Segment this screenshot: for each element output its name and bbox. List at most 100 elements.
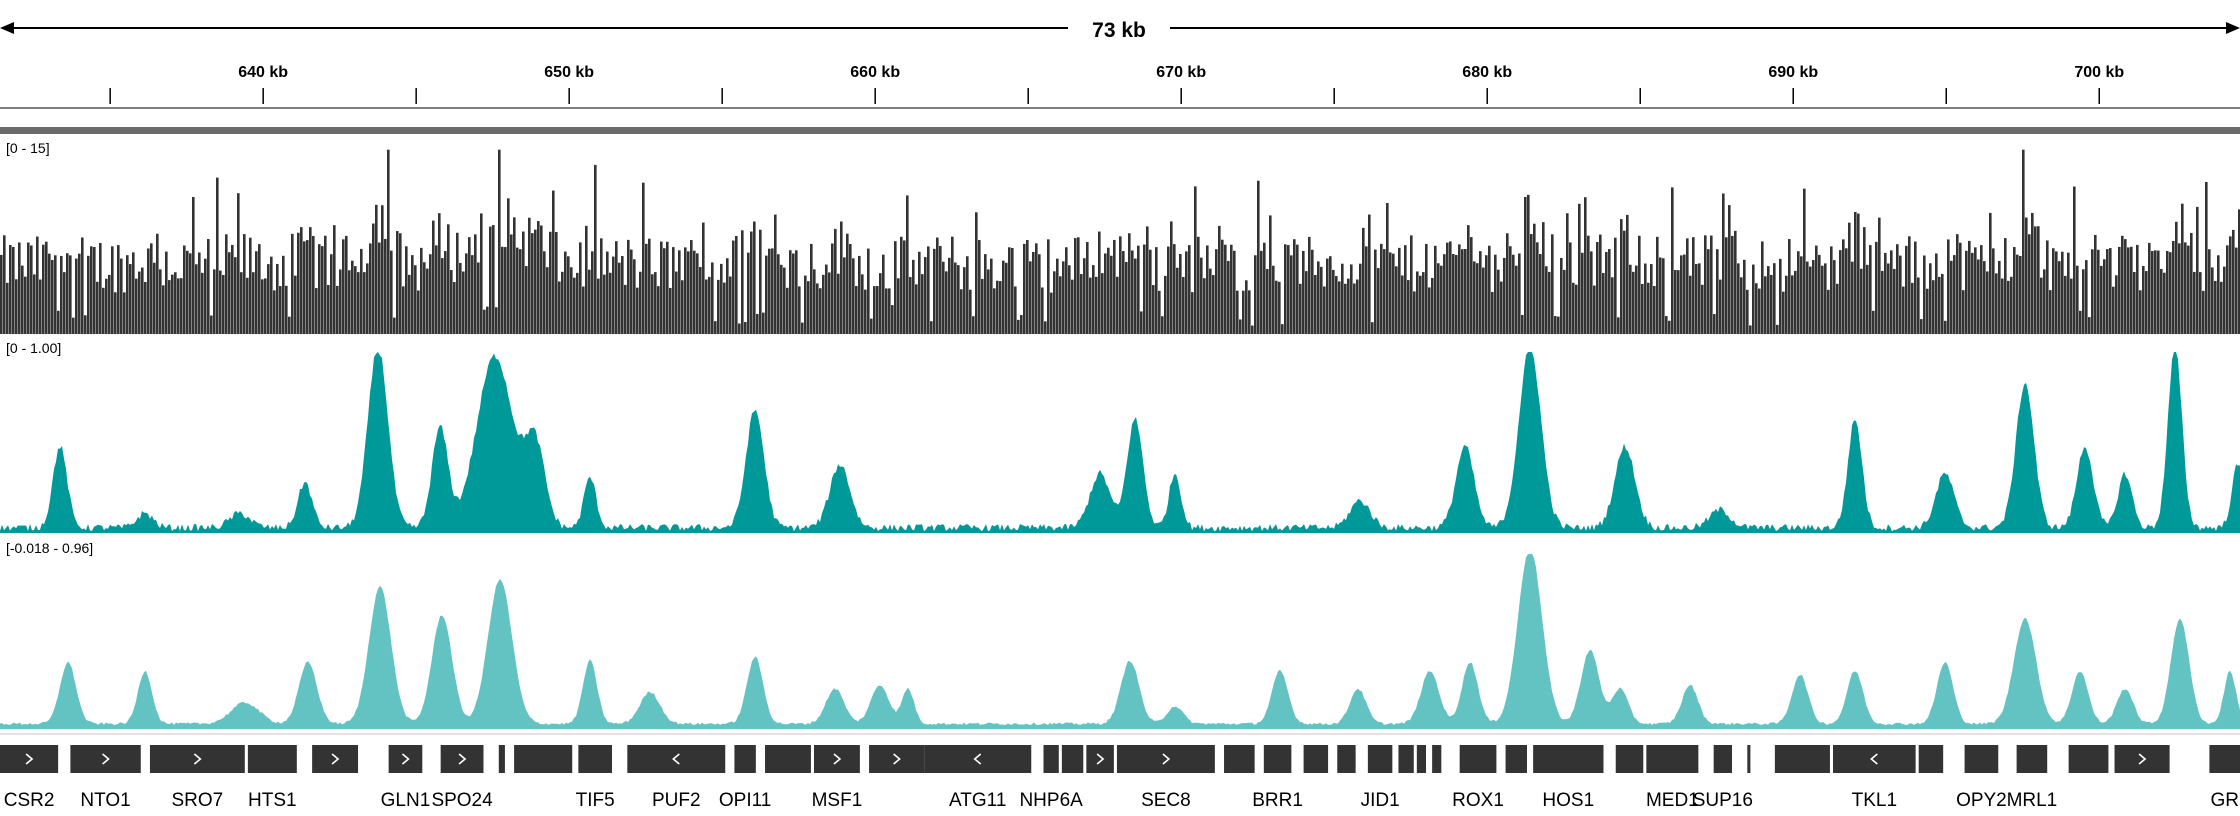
coverage-bar: [2154, 250, 2157, 334]
coverage-bar: [933, 248, 936, 334]
coverage-bar: [510, 234, 513, 334]
gene-label: JID1: [1361, 790, 1400, 811]
coverage-bar: [1002, 260, 1005, 334]
coverage-bar: [1290, 255, 1293, 334]
coverage-bar: [1197, 236, 1200, 334]
track-signal-teal[interactable]: [0 - 1.00]: [0, 340, 2240, 533]
coverage-bar: [711, 262, 714, 334]
gene-feature[interactable]: OPY2: [1956, 745, 2007, 811]
gene-feature[interactable]: JID1: [1361, 745, 1400, 811]
gene-feature[interactable]: OPI11: [719, 745, 771, 811]
gene-feature[interactable]: [1337, 745, 1356, 773]
track-signal-light-teal[interactable]: [-0.018 - 0.96]: [0, 540, 2240, 729]
gene-feature[interactable]: TIF5: [576, 745, 615, 811]
coverage-bar: [1368, 214, 1371, 334]
coverage-bar: [708, 276, 711, 334]
gene-feature[interactable]: MRL1: [2007, 745, 2058, 811]
coverage-bar: [702, 222, 705, 334]
coverage-bar: [171, 274, 174, 334]
coverage-bar: [261, 279, 264, 334]
coverage-bar: [189, 253, 192, 334]
coverage-bar: [2070, 278, 2073, 334]
coverage-bar: [1764, 276, 1767, 334]
gene-feature[interactable]: PUF2: [627, 745, 726, 811]
gene-track[interactable]: CSR2 NTO1 SRO7 HTS1 GLN1 SPO24 TIF5 PUF2 OPI11 MS…: [0, 745, 2240, 811]
coverage-bar: [42, 244, 45, 334]
gene-block: [578, 745, 613, 773]
gene-feature[interactable]: NTO1: [70, 745, 141, 811]
coverage-bar: [1752, 264, 1755, 334]
track-range-label: [0 - 15]: [6, 140, 50, 156]
gene-feature[interactable]: HTS1: [247, 745, 297, 811]
coverage-bar: [1692, 237, 1695, 334]
gene-feature[interactable]: [765, 745, 811, 773]
gene-feature[interactable]: TKL1: [1833, 745, 1916, 811]
gene-feature[interactable]: [2068, 745, 2109, 773]
coverage-bar: [369, 243, 372, 334]
gene-feature[interactable]: [514, 745, 573, 773]
coverage-bar: [2127, 247, 2130, 334]
gene-feature[interactable]: NHP6A: [1019, 745, 1083, 811]
coverage-bar: [336, 285, 339, 334]
gene-feature[interactable]: [1416, 745, 1427, 773]
coverage-bar: [1083, 258, 1086, 334]
coverage-bar: [2028, 234, 2031, 334]
coverage-bar: [1890, 250, 1893, 334]
track-coverage-dark[interactable]: [0 - 15]: [0, 140, 2240, 334]
gene-feature[interactable]: SPO24: [431, 745, 493, 811]
coverage-bar: [1740, 277, 1743, 334]
gene-feature[interactable]: [869, 745, 925, 773]
gene-feature[interactable]: [1061, 745, 1084, 773]
coverage-bar: [750, 231, 753, 334]
coverage-bar: [1782, 291, 1785, 334]
coverage-bar: [1953, 255, 1956, 334]
gene-feature[interactable]: [1774, 745, 1830, 773]
gene-block: [1505, 745, 1527, 773]
gene-feature[interactable]: [312, 745, 359, 773]
coverage-bar: [201, 272, 204, 334]
gene-feature[interactable]: [1918, 745, 1944, 773]
gene-feature[interactable]: GLN1: [381, 745, 431, 811]
coverage-bar: [684, 247, 687, 334]
gene-feature[interactable]: [2114, 745, 2170, 773]
gene-feature[interactable]: BRR1: [1252, 745, 1303, 811]
gene-feature[interactable]: [1505, 745, 1527, 773]
gene-feature[interactable]: MSF1: [812, 745, 863, 811]
gene-feature[interactable]: ATG11: [924, 745, 1032, 811]
gene-feature[interactable]: [1432, 745, 1442, 773]
gene-feature[interactable]: [498, 745, 505, 773]
coverage-bar: [483, 309, 486, 334]
gene-feature[interactable]: [1398, 745, 1414, 773]
coverage-bar: [2232, 229, 2235, 334]
coverage-bar: [516, 247, 519, 334]
gene-feature[interactable]: [1615, 745, 1644, 773]
coverage-bar: [513, 217, 516, 334]
gene-feature[interactable]: CSR2: [0, 745, 59, 811]
coverage-bar: [1665, 316, 1668, 334]
gene-feature[interactable]: SEC8: [1116, 745, 1215, 811]
coverage-bar: [735, 235, 738, 334]
gene-feature[interactable]: ROX1: [1452, 745, 1504, 811]
coverage-bar: [1812, 260, 1815, 334]
coverage-bar: [2037, 226, 2040, 334]
coverage-bar: [1074, 238, 1077, 334]
gene-feature[interactable]: MED1: [1646, 745, 1699, 811]
gene-block: [1116, 745, 1215, 773]
coverage-bar: [609, 272, 612, 334]
coverage-bar: [432, 220, 435, 334]
strand-forward-icon: [893, 753, 901, 765]
coverage-bar: [1071, 279, 1074, 334]
gene-feature[interactable]: SRO7: [149, 745, 245, 811]
ruler[interactable]: 73 kb 640 kb 650 kb 660 kb 670 kb 680 kb 690 …: [0, 19, 2240, 134]
gene-feature[interactable]: HOS1: [1533, 745, 1604, 811]
gene-feature[interactable]: GR: [2209, 745, 2240, 811]
coverage-bar: [225, 234, 228, 334]
gene-feature[interactable]: [1303, 745, 1329, 773]
gene-feature[interactable]: [1747, 745, 1751, 773]
gene-feature[interactable]: [1224, 745, 1255, 773]
coverage-bar: [231, 244, 234, 334]
gene-feature[interactable]: [1086, 745, 1114, 773]
gene-feature[interactable]: SUP16: [1693, 745, 1753, 811]
gene-label: SEC8: [1141, 790, 1191, 811]
